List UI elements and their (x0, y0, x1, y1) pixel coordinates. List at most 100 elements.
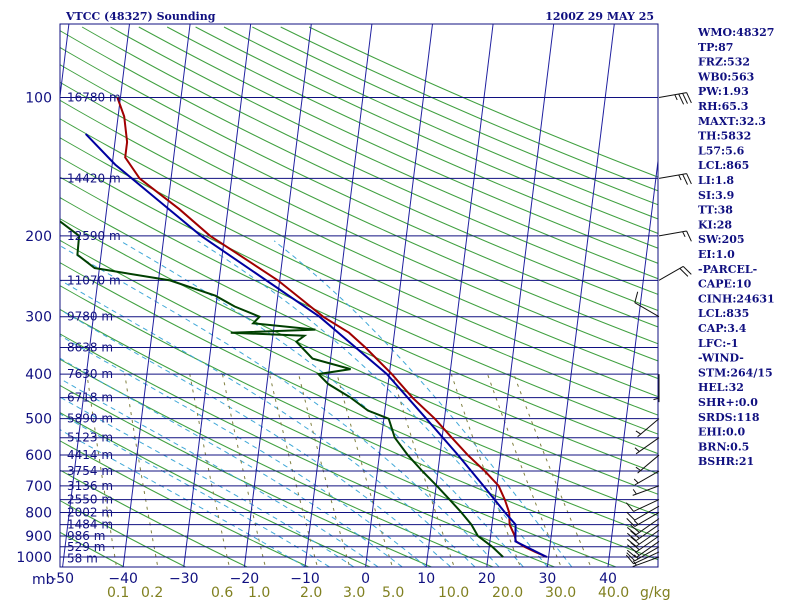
wind-barb-flag (630, 524, 640, 533)
pressure-tick-label: 600 (25, 448, 52, 464)
wind-barb-flag (686, 230, 692, 242)
wind-barb-half-flag (633, 478, 639, 484)
wind-barb-flag (630, 530, 640, 539)
wind-barb-staff (633, 551, 660, 565)
wind-barb-flag (686, 92, 692, 104)
dry-adiabat-line (60, 99, 658, 380)
temperature-tick-label: −10 (290, 571, 320, 587)
wind-barb-flag (626, 552, 636, 562)
height-label: 7630 m (67, 367, 113, 381)
moist-adiabat-line (60, 309, 451, 567)
moist-adiabat-line (60, 279, 476, 567)
wind-barb-flag (626, 518, 636, 527)
isotherm-line (365, 24, 433, 567)
temperature-tick-label: -50 (51, 571, 74, 587)
wind-barb-flag (626, 527, 637, 536)
index-line: SHR+:0.0 (698, 396, 758, 409)
height-label: 6718 m (67, 391, 113, 405)
wind-barb-flag (678, 93, 685, 105)
index-line: -PARCEL- (698, 263, 757, 276)
wind-barb-staff (637, 454, 660, 474)
mixing-ratio-line (189, 374, 230, 565)
wind-barb-half-flag (635, 466, 641, 471)
pressure-tick-label: 200 (25, 229, 52, 245)
dry-adiabat-line (60, 412, 371, 567)
mixing-ratio-line (513, 373, 591, 566)
isobars (60, 97, 658, 558)
height-label: 58 m (67, 552, 98, 566)
temperature-profile-line (116, 97, 548, 558)
wind-barb (658, 173, 692, 185)
wind-barb-flag (625, 554, 634, 565)
dewpoint-profile-line (60, 220, 504, 558)
wind-barb (635, 418, 660, 438)
moist-adiabat-line (197, 240, 548, 567)
dry-adiabat-line (110, 26, 658, 280)
index-line: CAP:3.4 (698, 322, 747, 335)
dry-adiabat-line (60, 81, 658, 362)
wind-barb-half-flag (678, 174, 682, 181)
wind-barb-staff (635, 541, 660, 558)
dry-adiabat-line (60, 218, 658, 495)
wind-barb (626, 546, 660, 562)
temperature-tick-label: 40 (599, 571, 617, 587)
wind-barb (626, 518, 660, 536)
mixing-ratio-label: 1.0 (248, 585, 270, 600)
height-label: 5123 m (67, 431, 113, 445)
sounding-profiles (60, 97, 548, 558)
index-line: KI:28 (698, 218, 732, 231)
height-label: 1484 m (67, 518, 113, 532)
wind-barb-staff (658, 173, 687, 179)
isotherm-line (183, 24, 252, 567)
height-label: 11070 m (67, 273, 121, 287)
mixing-ratio-label: 0.2 (141, 585, 163, 600)
index-line: CAPE:10 (698, 278, 752, 291)
wind-barb-staff (658, 92, 687, 98)
height-label: 9780 m (67, 310, 113, 324)
dry-adiabat-line (60, 469, 248, 567)
height-label: 3754 m (67, 464, 113, 478)
wind-barb-staff (634, 546, 660, 562)
pressure-tick-label: 900 (25, 529, 52, 545)
wind-barb-staff (635, 524, 660, 542)
mixing-ratio-label: 10.0 (438, 585, 469, 600)
wind-barb-half-flag (635, 430, 641, 435)
wind-barb-flag (634, 291, 639, 303)
pressure-tick-label: 800 (25, 506, 52, 522)
mixing-ratio-unit: g/kg (640, 585, 671, 600)
temperature-tick-label: 30 (538, 571, 556, 587)
isotherm-line (607, 157, 658, 567)
wind-barb (658, 265, 692, 281)
dry-adiabat-line (60, 46, 658, 328)
moist-adiabat-line (273, 240, 572, 567)
wind-barb (626, 535, 660, 553)
temperature-tick-label: 10 (417, 571, 435, 587)
wind-barbs (625, 92, 692, 568)
index-line: EHI:0.0 (698, 426, 745, 439)
dry-adiabat-line (81, 26, 658, 295)
height-label: 2002 m (67, 506, 113, 520)
dry-adiabat-line (195, 26, 658, 234)
mixing-ratio-label: 2.0 (300, 585, 322, 600)
parcel-profile-line (84, 133, 548, 558)
isotherm-line (304, 24, 373, 567)
dry-adiabat-line (60, 197, 658, 475)
dry-adiabat-line (60, 285, 658, 561)
index-line: SI:3.9 (698, 189, 734, 202)
dry-adiabat-line (60, 308, 617, 567)
wind-barb-staff (633, 499, 660, 512)
wind-barb-staff (634, 470, 660, 486)
mixing-ratio-label: 3.0 (343, 585, 365, 600)
dry-adiabat-line (60, 156, 658, 435)
pressure-tick-label: 400 (25, 367, 52, 383)
index-line: LCL:835 (698, 307, 749, 320)
temperature-tick-label: 20 (478, 571, 496, 587)
wind-barb-staff (635, 437, 660, 455)
index-line: PW:1.93 (698, 85, 749, 98)
pressure-tick-label: 500 (25, 412, 52, 428)
dry-adiabat-line (223, 26, 658, 220)
wind-barb (626, 529, 660, 547)
index-line: -WIND- (698, 352, 744, 365)
dry-adiabat-line (138, 26, 658, 264)
